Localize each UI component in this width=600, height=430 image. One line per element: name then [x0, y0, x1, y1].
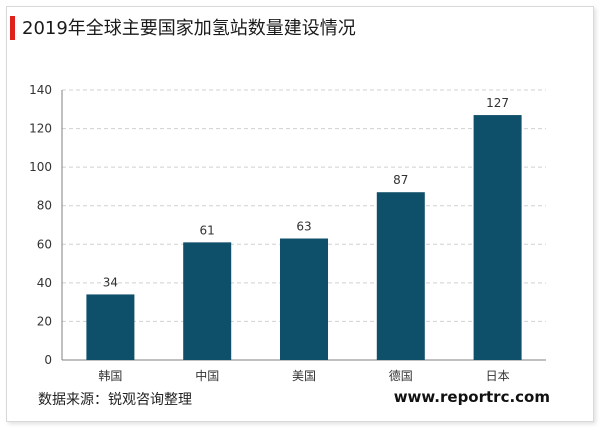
- y-tick-label: 20: [37, 314, 52, 328]
- x-tick-label: 中国: [195, 368, 219, 383]
- y-tick-label: 120: [29, 122, 52, 136]
- website-link[interactable]: www.reportrc.com: [393, 388, 550, 406]
- bar: [473, 115, 522, 360]
- y-tick-label: 80: [37, 199, 52, 213]
- bar: [376, 192, 425, 360]
- x-tick-label: 日本: [486, 369, 510, 383]
- x-tick-label: 韩国: [98, 368, 122, 383]
- y-tick-label: 0: [44, 353, 52, 367]
- data-label: 63: [296, 220, 311, 234]
- data-label: 61: [200, 223, 215, 237]
- bar: [280, 238, 328, 360]
- chart-title: 2019年全球主要国家加氢站数量建设情况: [22, 18, 356, 39]
- y-tick-label: 140: [29, 83, 52, 97]
- x-tick-label: 美国: [292, 369, 316, 383]
- x-tick-label: 德国: [389, 368, 413, 383]
- bar: [183, 242, 232, 360]
- bar: [86, 294, 135, 360]
- y-tick-label: 40: [37, 276, 52, 290]
- data-label: 34: [103, 275, 118, 289]
- data-label: 87: [393, 173, 408, 187]
- data-source: 数据来源：锐观咨询整理: [38, 392, 192, 408]
- title-accent-bar: [10, 16, 15, 40]
- y-tick-label: 100: [29, 160, 52, 174]
- data-label: 127: [486, 96, 509, 110]
- y-tick-label: 60: [37, 237, 52, 251]
